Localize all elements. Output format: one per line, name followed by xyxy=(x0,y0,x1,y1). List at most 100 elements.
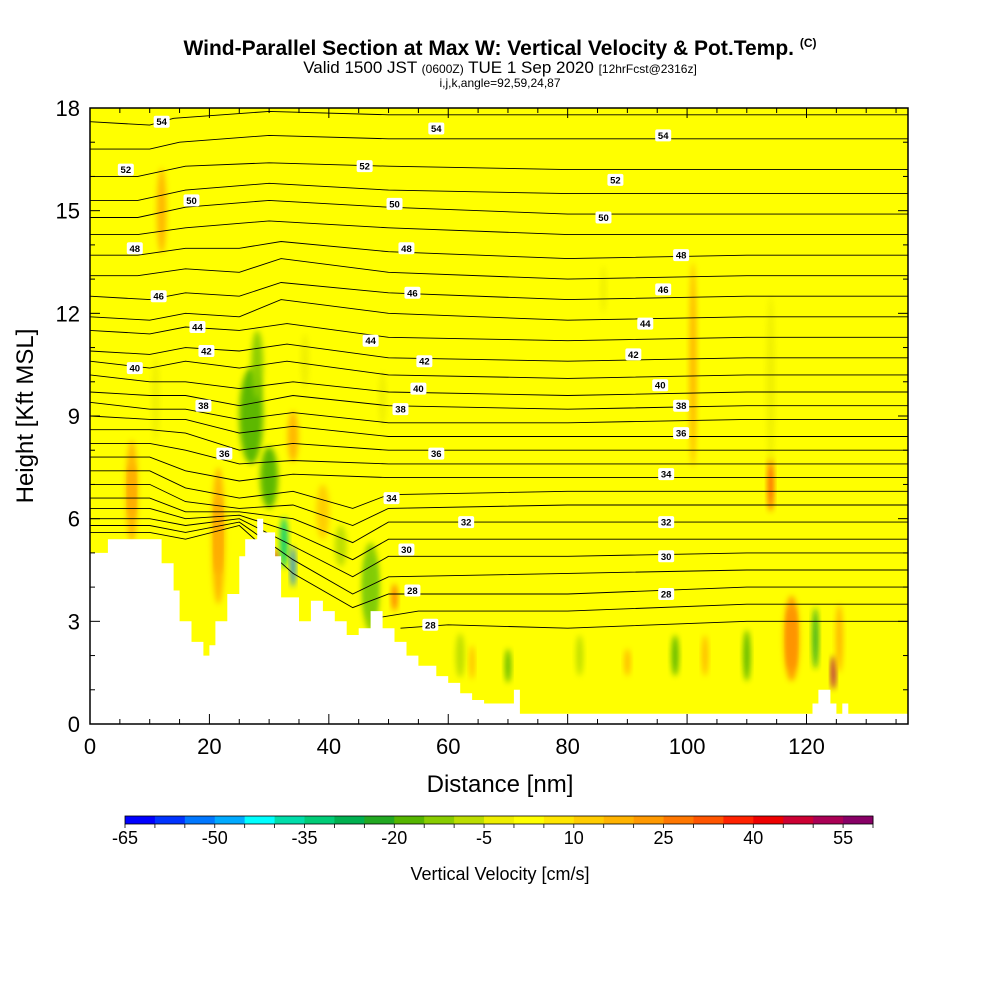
velocity-cell xyxy=(830,655,836,690)
velocity-cell xyxy=(767,457,774,512)
contour-label-text: 38 xyxy=(395,405,406,416)
contour-label-bg xyxy=(637,317,654,330)
contour-label-text: 54 xyxy=(658,131,669,142)
theta-contour-29 xyxy=(90,521,908,595)
velocity-cell xyxy=(156,167,167,254)
contour-label-bg xyxy=(658,516,675,529)
contour-label-text: 42 xyxy=(419,357,430,368)
contour-label-text: 54 xyxy=(431,124,442,135)
velocity-cell xyxy=(600,265,607,314)
contour-label-text: 38 xyxy=(198,401,209,412)
contour-label-text: 46 xyxy=(658,285,669,296)
grid-info: i,j,k,angle=92,59,24,87 xyxy=(439,76,561,90)
velocity-cell xyxy=(211,467,225,605)
colorbar-swatch xyxy=(663,816,694,824)
contour-label-text: 36 xyxy=(219,449,230,460)
contour-label-bg xyxy=(126,362,143,375)
contour-label: 44 xyxy=(189,321,206,334)
contour-label-text: 48 xyxy=(129,244,140,255)
y-axis-title: Height [Kft MSL] xyxy=(12,329,39,504)
theta-contour-37 xyxy=(90,429,908,451)
contour-label-bg xyxy=(362,334,379,347)
contour-label-bg xyxy=(655,129,672,142)
theta-contour-31 xyxy=(90,507,908,561)
contour-label-text: 28 xyxy=(661,589,672,600)
velocity-cell xyxy=(287,410,299,463)
colorbar-label: 25 xyxy=(654,828,674,848)
theta-contour-27 xyxy=(376,603,908,619)
theta-contour-43 xyxy=(90,343,908,362)
contour-label: 46 xyxy=(150,290,167,303)
y-tick-label: 12 xyxy=(56,301,80,326)
contour-label: 38 xyxy=(392,403,409,416)
contour-label-bg xyxy=(216,447,233,460)
contour-label: 42 xyxy=(625,348,642,361)
y-tick-label: 9 xyxy=(68,404,80,429)
contour-label: 52 xyxy=(117,163,134,176)
contour-label: 30 xyxy=(658,550,675,563)
velocity-cell xyxy=(576,635,584,677)
theta-contour-35 xyxy=(90,456,908,482)
theta-contour-30 xyxy=(90,518,908,578)
contour-label-bg xyxy=(458,516,475,529)
colorbar-swatch xyxy=(304,816,335,824)
x-tick-label: 60 xyxy=(436,734,460,759)
chart-title-mark: (C) xyxy=(799,36,817,50)
contour-label: 36 xyxy=(673,427,690,440)
colorbar-swatch xyxy=(813,816,844,824)
contour-label-text: 30 xyxy=(401,545,412,556)
colorbar-swatch xyxy=(484,816,515,824)
velocity-cell xyxy=(812,607,819,670)
contour-label-bg xyxy=(658,468,675,481)
velocity-cell xyxy=(835,604,843,673)
contour-label: 52 xyxy=(356,160,373,173)
colorbar-swatch xyxy=(723,816,754,824)
colorbar-title: Vertical Velocity [cm/s] xyxy=(410,864,589,884)
contour-label-text: 46 xyxy=(407,288,418,299)
contour-label: 38 xyxy=(195,399,212,412)
contour-label-text: 40 xyxy=(655,381,666,392)
contour-label: 34 xyxy=(383,492,400,505)
velocity-cell xyxy=(469,645,475,680)
contour-label-bg xyxy=(386,197,403,210)
contour-label-bg xyxy=(150,290,167,303)
contour-label-bg xyxy=(422,618,439,631)
contour-label-text: 52 xyxy=(121,165,132,176)
contour-label-text: 30 xyxy=(661,552,672,563)
contour-label-bg xyxy=(404,286,421,299)
contour-label-text: 40 xyxy=(129,364,140,375)
contour-label: 48 xyxy=(398,242,415,255)
contour-label: 36 xyxy=(216,447,233,460)
theta-contour-34 xyxy=(90,470,908,509)
x-tick-label: 100 xyxy=(669,734,706,759)
y-tick-label: 3 xyxy=(68,609,80,634)
contour-label-bg xyxy=(658,587,675,600)
contour-label: 34 xyxy=(658,468,675,481)
velocity-cell xyxy=(391,583,398,612)
contour-label: 50 xyxy=(595,211,612,224)
contour-label-text: 48 xyxy=(401,244,412,255)
colorbar: -65 -50 -35 -20 -5 10 25 40 55 xyxy=(112,815,874,848)
contour-labels: 54 54 54 52 52 52 50 50 50 48 48 48 46 46 46 44 44 44 42 42… xyxy=(117,115,690,631)
y-tick-label: 6 xyxy=(68,507,80,532)
contour-label-text: 34 xyxy=(386,494,397,505)
contour-label-text: 46 xyxy=(153,292,164,303)
colorbar-label: -50 xyxy=(202,828,228,848)
contour-label-text: 34 xyxy=(661,470,672,481)
velocity-cell xyxy=(334,525,347,567)
contour-label-text: 48 xyxy=(676,251,687,262)
contour-label: 38 xyxy=(673,399,690,412)
colorbar-label: 55 xyxy=(833,828,853,848)
contour-label-bg xyxy=(673,427,690,440)
y-tick-label: 0 xyxy=(68,712,80,737)
theta-contour-51 xyxy=(90,182,908,201)
colorbar-swatch xyxy=(454,816,485,824)
contour-label: 54 xyxy=(655,129,672,142)
x-tick-label: 80 xyxy=(555,734,579,759)
contour-label-text: 28 xyxy=(425,620,436,631)
contour-label: 28 xyxy=(658,587,675,600)
colorbar-swatch xyxy=(125,816,156,824)
colorbar-frame xyxy=(124,815,874,825)
contour-label-bg xyxy=(595,211,612,224)
theta-contour-50 xyxy=(90,199,908,218)
